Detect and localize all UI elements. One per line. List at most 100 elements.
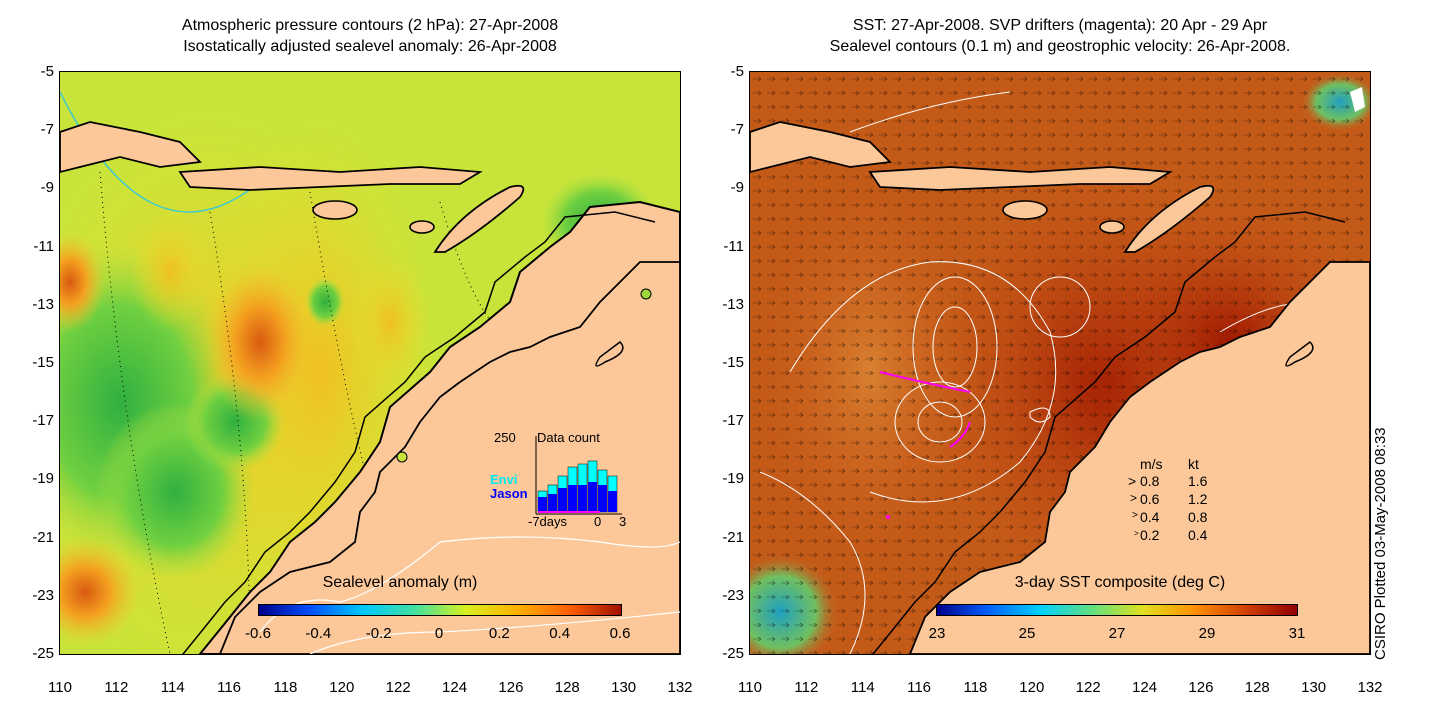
plot-stamp: CSIRO Plotted 03-May-2008 08:33 xyxy=(1372,427,1389,660)
colorbar-tick-label: 27 xyxy=(1108,625,1126,642)
right-x-tick-label: 120 xyxy=(1019,679,1045,696)
colorbar-tick-label: 25 xyxy=(1018,625,1036,642)
right-colorbar-label: 3-day SST composite (deg C) xyxy=(1014,574,1226,591)
right-panel-title: SST: 27-Apr-2008. SVP drifters (magenta)… xyxy=(750,15,1370,57)
left-x-tick-label: 130 xyxy=(611,679,637,696)
sst-map xyxy=(750,72,1370,654)
sst-map-panel[interactable]: m/s kt > 0.8 1.6 > 0.6 1.2 > 0.4 0.8 > 0… xyxy=(750,72,1370,654)
colorbar-tick-label: 0 xyxy=(434,625,444,642)
right-x-tick-label: 126 xyxy=(1188,679,1214,696)
legend-arrow-icon: > xyxy=(1130,491,1138,505)
right-y-tick-label: -21 xyxy=(722,528,744,546)
inset-x-right: 3 xyxy=(619,514,627,529)
left-y-tick-label: -15 xyxy=(32,354,54,371)
right-colorbar xyxy=(936,604,1298,616)
left-y-tick-label: -21 xyxy=(32,528,54,546)
left-colorbar-label: Sealevel anomaly (m) xyxy=(322,574,478,591)
right-x-tick-label: 124 xyxy=(1132,679,1158,696)
right-y-tick-label: -25 xyxy=(722,645,744,662)
right-y-tick-label: -7 xyxy=(730,121,744,139)
right-x-tick-label: 114 xyxy=(850,679,875,696)
left-x-tick-label: 116 xyxy=(217,679,242,696)
left-x-tick-label: 122 xyxy=(385,679,411,696)
left-y-tick-label: -7 xyxy=(40,121,54,139)
inset-bar-jason xyxy=(568,485,577,512)
data-count-inset: 250 Data count Envi Jason -7days 0 3 xyxy=(480,422,630,532)
right-y-tick-label: -11 xyxy=(723,237,744,255)
sealevel-map-panel[interactable]: 250 Data count Envi Jason -7days 0 3 Sea… xyxy=(60,72,680,654)
colorbar-tick-label: -0.2 xyxy=(365,625,392,642)
legend-row-kt: 0.8 xyxy=(1188,509,1208,525)
left-x-tick-label: 114 xyxy=(160,679,185,696)
inset-top-value: 250 xyxy=(494,430,516,445)
colorbar-tick-label: 0.2 xyxy=(488,625,510,642)
right-y-tick-label: -5 xyxy=(730,63,744,80)
inset-bar-jason xyxy=(548,494,557,512)
legend-row-kt: 1.2 xyxy=(1188,491,1208,507)
inset-series-envi: Envi xyxy=(490,472,518,487)
left-title-line2: Isostatically adjusted sealevel anomaly:… xyxy=(183,38,557,55)
right-x-tick-label: 122 xyxy=(1075,679,1101,696)
legend-row-kt: 1.6 xyxy=(1188,473,1208,489)
inset-bar-jason xyxy=(538,497,547,512)
inset-bar-jason xyxy=(598,485,607,512)
legend-row-ms: 0.8 xyxy=(1140,473,1160,489)
right-x-tick-label: 118 xyxy=(963,679,988,696)
inset-title: Data count xyxy=(537,430,600,445)
right-y-tick-label: -19 xyxy=(722,470,744,488)
left-title-line1: Atmospheric pressure contours (2 hPa): 2… xyxy=(181,17,559,34)
colorbar-tick-label: 31 xyxy=(1288,625,1306,642)
inset-x-left: -7days xyxy=(528,514,568,529)
inset-bars xyxy=(535,436,622,515)
right-y-tick-label: -17 xyxy=(722,412,744,430)
legend-arrow-icon: > xyxy=(1132,510,1138,521)
left-x-tick-label: 126 xyxy=(498,679,524,696)
right-x-tick-label: 116 xyxy=(907,679,932,696)
left-x-tick-label: 118 xyxy=(273,679,298,696)
legend-row-ms: 0.6 xyxy=(1140,491,1160,507)
legend-row-ms: 0.2 xyxy=(1140,527,1160,543)
right-x-tick-label: 128 xyxy=(1244,679,1270,696)
left-x-tick-label: 128 xyxy=(554,679,580,696)
left-y-tick-label: -9 xyxy=(40,179,54,197)
right-title-line2: Sealevel contours (0.1 m) and geostrophi… xyxy=(829,38,1291,55)
right-y-tick-label: -13 xyxy=(722,295,744,313)
right-x-tick-label: 130 xyxy=(1301,679,1327,696)
right-x-tick-label: 132 xyxy=(1357,679,1383,696)
inset-bar-jason xyxy=(578,485,587,512)
colorbar-tick-label: 0.6 xyxy=(609,625,631,642)
left-y-tick-label: -17 xyxy=(32,412,54,430)
left-x-tick-label: 112 xyxy=(104,679,129,696)
legend-row-kt: 0.4 xyxy=(1188,527,1208,543)
left-colorbar xyxy=(258,604,622,616)
right-y-tick-label: -15 xyxy=(722,354,744,371)
left-y-tick-label: -25 xyxy=(32,645,54,662)
inset-x-mid: 0 xyxy=(594,514,602,529)
legend-arrow-icon: > xyxy=(1134,529,1139,538)
left-y-tick-label: -23 xyxy=(32,586,54,604)
colorbar-tick-label: 0.4 xyxy=(549,625,571,642)
legend-header-kt: kt xyxy=(1188,456,1199,472)
inset-series-jason: Jason xyxy=(490,486,528,501)
legend-arrow-icon: > xyxy=(1128,473,1137,489)
right-y-tick-label: -9 xyxy=(730,179,744,197)
left-y-tick-label: -5 xyxy=(40,63,54,80)
left-y-tick-label: -11 xyxy=(33,237,54,255)
colorbar-tick-label: 23 xyxy=(928,625,946,642)
left-x-tick-label: 110 xyxy=(48,679,72,696)
sealevel-map xyxy=(60,72,680,654)
inset-bar-jason xyxy=(608,491,617,512)
legend-header-ms: m/s xyxy=(1140,456,1163,472)
right-x-tick-label: 110 xyxy=(738,679,762,696)
left-x-tick-label: 132 xyxy=(667,679,693,696)
colorbar-tick-label: 29 xyxy=(1198,625,1216,642)
left-x-tick-label: 120 xyxy=(329,679,355,696)
left-y-tick-label: -19 xyxy=(32,470,54,488)
colorbar-tick-label: -0.4 xyxy=(305,625,332,642)
right-x-tick-label: 112 xyxy=(794,679,819,696)
right-y-tick-label: -23 xyxy=(722,586,744,604)
inset-bar-jason xyxy=(588,482,597,512)
velocity-legend: m/s kt > 0.8 1.6 > 0.6 1.2 > 0.4 0.8 > 0… xyxy=(1128,456,1228,546)
left-x-tick-label: 124 xyxy=(442,679,468,696)
inset-bar-jason xyxy=(558,488,567,512)
